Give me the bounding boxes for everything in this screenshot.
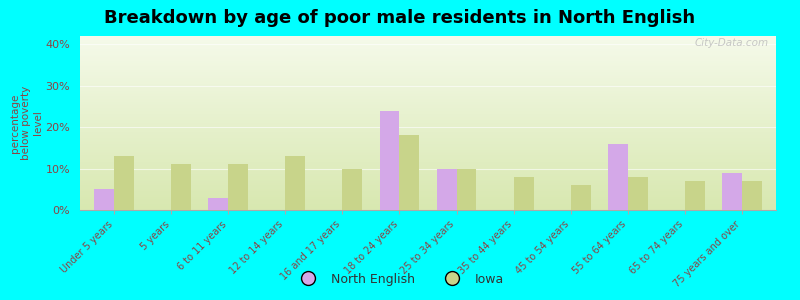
Bar — [342, 169, 362, 210]
Text: Breakdown by age of poor male residents in North English: Breakdown by age of poor male residents … — [105, 9, 695, 27]
Bar — [171, 164, 191, 210]
Bar — [570, 185, 590, 210]
Bar — [608, 144, 628, 210]
Bar — [457, 169, 477, 210]
Bar — [399, 135, 419, 210]
Bar — [514, 177, 534, 210]
Legend: North English, Iowa: North English, Iowa — [291, 268, 509, 291]
Bar — [628, 177, 648, 210]
Bar — [722, 173, 742, 210]
Bar — [228, 164, 248, 210]
Bar — [742, 181, 762, 210]
Bar — [208, 198, 228, 210]
Bar — [379, 111, 399, 210]
Bar — [437, 169, 457, 210]
Bar — [286, 156, 306, 210]
Bar — [114, 156, 134, 210]
Bar — [94, 189, 114, 210]
Bar — [685, 181, 705, 210]
Text: City-Data.com: City-Data.com — [695, 38, 769, 48]
Y-axis label: percentage
below poverty
level: percentage below poverty level — [10, 86, 42, 160]
